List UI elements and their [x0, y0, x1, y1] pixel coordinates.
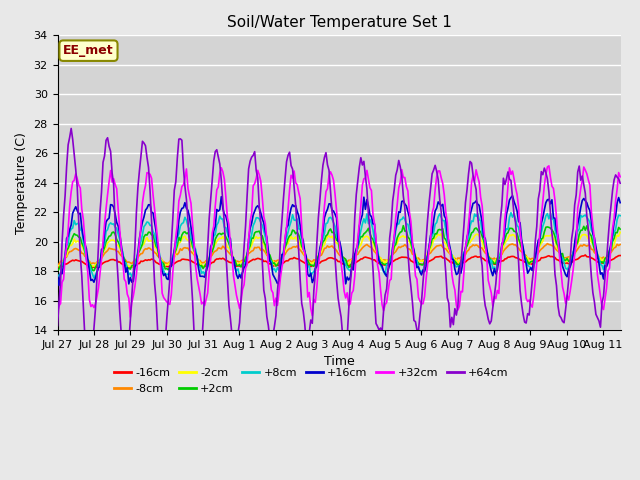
X-axis label: Time: Time — [324, 355, 355, 369]
Text: EE_met: EE_met — [63, 44, 114, 57]
Y-axis label: Temperature (C): Temperature (C) — [15, 132, 28, 234]
Legend: -16cm, -8cm, -2cm, +2cm, +8cm, +16cm, +32cm, +64cm: -16cm, -8cm, -2cm, +2cm, +8cm, +16cm, +3… — [109, 364, 513, 398]
Title: Soil/Water Temperature Set 1: Soil/Water Temperature Set 1 — [227, 15, 452, 30]
